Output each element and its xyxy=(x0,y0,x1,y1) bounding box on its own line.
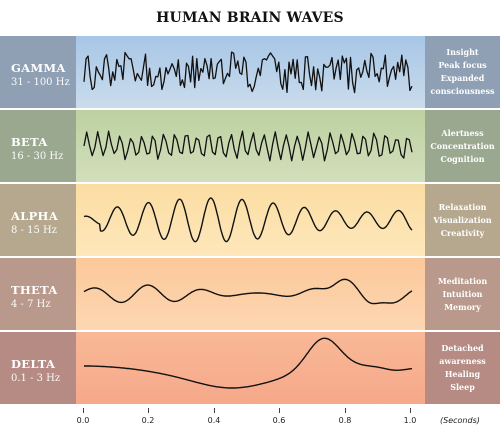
band-divider xyxy=(0,108,500,110)
alpha-effects-panel: Relaxation Visualization Creativity xyxy=(425,184,500,256)
effect-label: Visualization xyxy=(433,214,492,225)
effect-label: Memory xyxy=(444,301,481,312)
time-axis: 0.0 0.2 0.4 0.6 0.8 1.0 (Seconds) xyxy=(0,405,500,434)
axis-tick-label: 0.0 xyxy=(76,416,90,425)
axis-tick-label: 0.2 xyxy=(141,416,155,425)
gamma-band: GAMMA 31 - 100 Hz Insight Peak focus Exp… xyxy=(0,36,500,108)
delta-wave-area xyxy=(76,332,425,404)
effect-label: Detached xyxy=(441,343,484,353)
alpha-band: ALPHA 8 - 15 Hz Relaxation Visualization… xyxy=(0,184,500,256)
axis-tick xyxy=(345,408,346,413)
wave-name: THETA xyxy=(11,283,58,297)
effect-label: consciousness xyxy=(430,86,495,96)
effect-label: Intuition xyxy=(442,288,483,299)
effect-label: awareness xyxy=(439,356,486,366)
axis-tick-label: 0.8 xyxy=(338,416,352,425)
band-divider xyxy=(0,182,500,184)
wave-frequency: 16 - 30 Hz xyxy=(11,151,64,162)
beta-band: BETA 16 - 30 Hz Alertness Concentration … xyxy=(0,110,500,182)
beta-wave xyxy=(83,130,413,162)
band-divider xyxy=(0,256,500,258)
delta-wave xyxy=(84,337,413,389)
alpha-wave xyxy=(83,197,413,243)
axis-tick xyxy=(214,408,215,413)
effect-label: Relaxation xyxy=(438,201,487,212)
axis-tick xyxy=(148,408,149,413)
wave-frequency: 4 - 7 Hz xyxy=(11,299,51,310)
band-divider xyxy=(0,330,500,332)
effect-label: Concentration xyxy=(430,140,495,151)
wave-frequency: 31 - 100 Hz xyxy=(11,77,70,88)
axis-unit-label: (Seconds) xyxy=(440,416,480,425)
effect-label: Peak focus xyxy=(438,60,487,70)
wave-frequency: 0.1 - 3 Hz xyxy=(11,373,61,384)
theta-wave xyxy=(83,278,413,305)
wave-name: DELTA xyxy=(11,357,56,371)
axis-tick-label: 0.4 xyxy=(207,416,221,425)
beta-label-panel: BETA 16 - 30 Hz xyxy=(0,110,76,182)
effect-label: Cognition xyxy=(440,153,485,164)
theta-effects-panel: Meditation Intuition Memory xyxy=(425,258,500,330)
effect-label: Meditation xyxy=(437,275,488,286)
delta-effects-panel: Detached awareness Healing Sleep xyxy=(425,332,500,404)
axis-tick-label: 1.0 xyxy=(403,416,417,425)
beta-effects-panel: Alertness Concentration Cognition xyxy=(425,110,500,182)
effect-label: Alertness xyxy=(441,127,484,138)
axis-tick xyxy=(410,408,411,413)
alpha-label-panel: ALPHA 8 - 15 Hz xyxy=(0,184,76,256)
theta-band: THETA 4 - 7 Hz Meditation Intuition Memo… xyxy=(0,258,500,330)
effect-label: Insight xyxy=(446,47,479,57)
effect-label: Healing xyxy=(444,369,481,379)
gamma-effects-panel: Insight Peak focus Expanded consciousnes… xyxy=(425,36,500,108)
gamma-label-panel: GAMMA 31 - 100 Hz xyxy=(0,36,76,108)
theta-label-panel: THETA 4 - 7 Hz xyxy=(0,258,76,330)
delta-band: DELTA 0.1 - 3 Hz Detached awareness Heal… xyxy=(0,332,500,404)
page-title: HUMAN BRAIN WAVES xyxy=(156,10,344,26)
delta-label-panel: DELTA 0.1 - 3 Hz xyxy=(0,332,76,404)
effect-label: Creativity xyxy=(440,227,485,238)
wave-name: ALPHA xyxy=(11,209,58,223)
axis-tick-label: 0.6 xyxy=(272,416,286,425)
axis-tick xyxy=(279,408,280,413)
effect-label: Expanded xyxy=(440,73,485,83)
gamma-wave xyxy=(83,51,413,94)
wave-name: BETA xyxy=(11,135,48,149)
effect-label: Sleep xyxy=(450,382,475,392)
wave-name: GAMMA xyxy=(11,61,66,75)
wave-frequency: 8 - 15 Hz xyxy=(11,225,57,236)
axis-tick xyxy=(83,408,84,413)
